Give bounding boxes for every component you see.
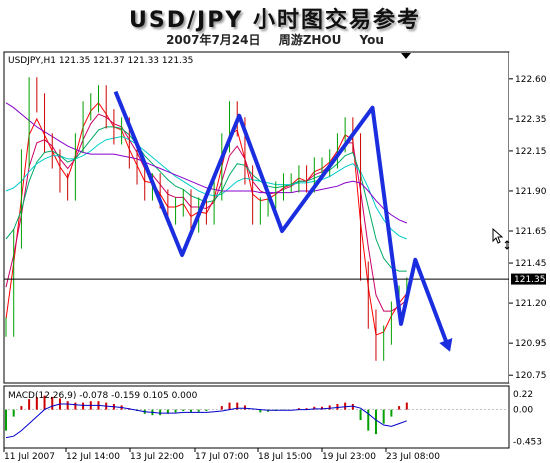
chart-title: USD/JPY 小时图交易参考 (129, 8, 421, 33)
macd-tick-label: 0.22 (513, 390, 533, 400)
y-tick-label: 122.60 (515, 75, 547, 85)
macd-axis-ticks: 0.22 0.00 -0.453 (513, 390, 542, 447)
x-tick-label: 11 Jul 2007 (4, 452, 55, 462)
macd-indicator (4, 395, 509, 439)
x-tick-label: 17 Jul 07:00 (195, 452, 249, 462)
x-tick-label: 18 Jul 15:00 (258, 452, 312, 462)
x-tick-label: 13 Jul 22:00 (130, 452, 184, 462)
y-tick-label: 120.95 (515, 339, 547, 349)
macd-panel (3, 385, 510, 449)
time-axis-ticks: 11 Jul 2007 12 Jul 14:00 13 Jul 22:00 17 Ju… (3, 448, 440, 462)
arrowhead-icon (439, 338, 453, 352)
macd-tick-label: 0.00 (513, 406, 533, 416)
macd-tick-label: -0.453 (513, 437, 542, 447)
price-scale (509, 52, 546, 383)
y-tick-label: 120.75 (515, 371, 547, 381)
zigzag-annotation (113, 90, 453, 352)
ma-line-4 (5, 102, 407, 224)
x-tick-label: 19 Jul 23:00 (322, 452, 376, 462)
y-tick-label: 122.15 (515, 147, 547, 157)
y-tick-label: 122.35 (515, 115, 547, 125)
macd-signal-line (5, 403, 407, 439)
shift-marker-icon (401, 53, 411, 59)
price-panel (3, 51, 510, 384)
cursor-icon (492, 227, 510, 250)
y-tick-label: 121.20 (515, 299, 547, 309)
y-tick-label: 121.90 (515, 187, 547, 197)
current-price-label: 121.35 (514, 275, 546, 285)
zigzag-line (113, 90, 451, 349)
x-tick-label: 12 Jul 14:00 (66, 452, 120, 462)
symbol-header: USDJPY,H1 121.35 121.37 121.33 121.35 (8, 56, 193, 66)
price-axis-ticks: 122.60 122.35 122.15 121.90 121.65 121.45 121.… (509, 75, 547, 381)
y-tick-label: 121.65 (515, 227, 547, 237)
current-price-box (511, 273, 546, 285)
y-tick-label: 121.45 (515, 259, 547, 269)
chart-subtitle: 2007年7月24日 周游ZHOU You (166, 33, 384, 47)
x-tick-label: 23 Jul 08:00 (386, 452, 440, 462)
macd-label: MACD(12,26,9) -0.078 -0.159 0.105 0.000 (8, 391, 198, 401)
